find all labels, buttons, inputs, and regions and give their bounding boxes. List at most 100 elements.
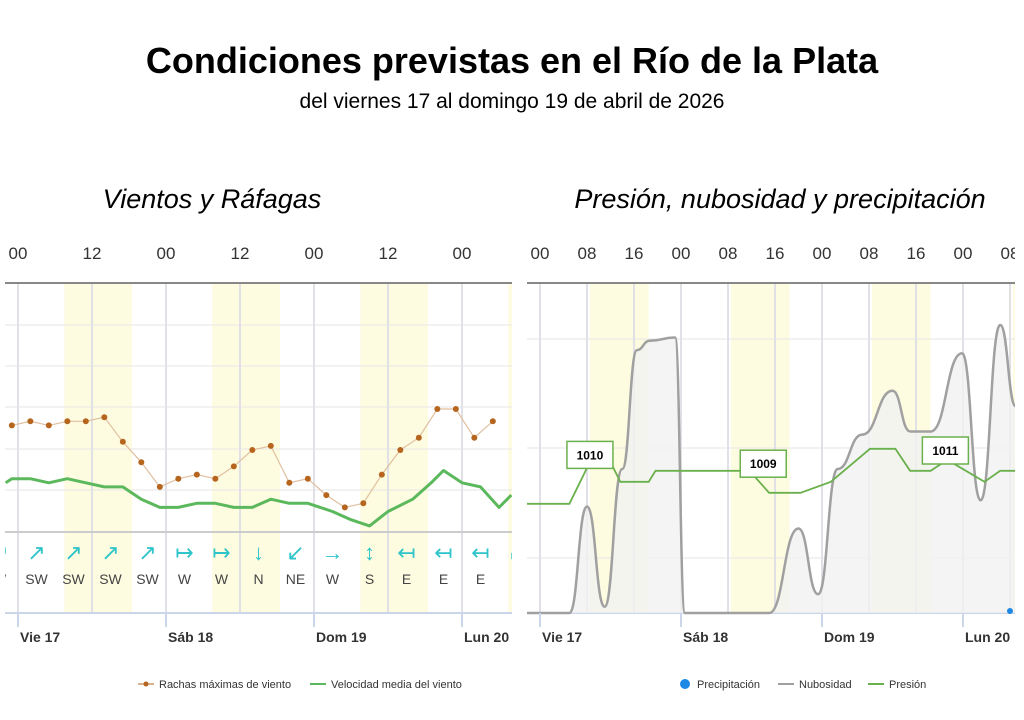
wind-direction-arrow-icon: ↓ <box>253 540 264 565</box>
wind-chart: 00120012001200↗W↗SW↗SW↗SW↗SW↦W↦W↓N↙NE→W↕… <box>0 244 522 614</box>
gust-point <box>175 475 182 482</box>
pressure-label-box <box>566 440 614 470</box>
wind-direction-label: SW <box>62 571 85 587</box>
legend-dot-icon <box>680 679 690 689</box>
day-label: Lun 20 <box>965 629 1010 645</box>
day-label: Sáb 18 <box>683 629 728 645</box>
wind-direction-label: NE <box>286 571 305 587</box>
top-tick-label: 12 <box>231 244 250 263</box>
legend-precipitation: Precipitación <box>680 679 760 691</box>
wind-direction-label: E <box>402 571 411 587</box>
top-tick-label: 16 <box>625 244 644 263</box>
wind-direction-arrow-icon: ↗ <box>138 540 156 565</box>
top-tick-label: 08 <box>1001 244 1020 263</box>
cloud-line <box>527 323 1015 615</box>
top-tick-label: 00 <box>157 244 176 263</box>
legend-dot-icon <box>143 681 149 687</box>
wind-direction-arrow-icon: → <box>322 540 344 565</box>
page-title: Condiciones previstas en el Río de la Pl… <box>145 40 879 81</box>
cloud-area <box>527 325 1015 614</box>
pressure-label-box <box>921 436 970 465</box>
daylight-band <box>508 283 512 613</box>
gust-point <box>101 414 108 421</box>
pressure-label: 1009 <box>750 457 777 471</box>
legend-mean-wind: Velocidad media del viento <box>310 679 462 691</box>
wind-direction-arrow-icon: ↦ <box>212 540 230 565</box>
precipitation-point <box>1007 608 1013 614</box>
wind-direction-label: W <box>215 571 229 587</box>
day-label: Dom 19 <box>316 629 367 645</box>
wind-direction-label: S <box>365 571 374 587</box>
wind-direction-arrow-icon: ↗ <box>0 540 9 565</box>
legends: Rachas máximas de viento Velocidad media … <box>138 679 926 691</box>
gust-point <box>341 504 348 511</box>
pressure-chart-title: Presión, nubosidad y precipitación <box>574 184 986 214</box>
day-label: Sáb 18 <box>168 629 213 645</box>
gust-point <box>452 406 459 412</box>
top-tick-label: 08 <box>578 244 597 263</box>
day-labels: Vie 17 Sáb 18 Dom 19 Lun 20 Vie 17 Sáb 18 Dom … <box>17 613 1010 645</box>
wind-direction-arrow-icon: ↤ <box>434 540 452 565</box>
gust-point <box>489 418 496 425</box>
wind-direction-arrow-icon: ↕ <box>364 540 375 565</box>
gust-point <box>119 438 126 445</box>
wind-direction-arrow-icon: ↗ <box>64 540 82 565</box>
pressure-label: 1010 <box>577 448 604 462</box>
wind-direction-label: E <box>476 571 485 587</box>
legend-label: Velocidad media del viento <box>331 679 462 691</box>
legend-pressure: Presión <box>868 679 926 691</box>
gust-point <box>27 418 34 425</box>
gust-point <box>397 447 404 453</box>
wind-direction-label: N <box>512 571 522 587</box>
wind-direction-label: N <box>253 571 263 587</box>
legend-clouds: Nubosidad <box>778 679 852 691</box>
gust-point <box>138 459 145 466</box>
gust-point <box>230 463 237 470</box>
gust-point <box>304 475 311 482</box>
gust-point <box>193 471 200 478</box>
wind-direction-label: SW <box>136 571 159 587</box>
legend-label: Precipitación <box>697 679 760 691</box>
wind-direction-label: W <box>0 571 7 587</box>
top-tick-label: 16 <box>766 244 785 263</box>
gust-point <box>378 471 385 478</box>
pressure-label: 1011 <box>932 444 958 458</box>
legend-label: Nubosidad <box>799 679 852 691</box>
day-label: Vie 17 <box>542 629 582 645</box>
top-tick-label: 00 <box>672 244 691 263</box>
gust-point <box>267 442 274 449</box>
gust-point <box>434 406 441 412</box>
top-tick-label: 12 <box>379 244 398 263</box>
gust-point <box>212 475 219 482</box>
wind-direction-arrow-icon: ↦ <box>175 540 193 565</box>
top-tick-label: 00 <box>305 244 324 263</box>
wind-direction-arrow-icon: ↗ <box>101 540 119 565</box>
top-tick-label: 00 <box>453 244 472 263</box>
wind-direction-arrow-icon: ↗ <box>27 540 45 565</box>
top-tick-label: 00 <box>954 244 973 263</box>
wind-direction-arrow-icon: ↤ <box>471 540 489 565</box>
legend-label: Presión <box>889 679 926 691</box>
top-tick-label: 08 <box>719 244 738 263</box>
page-subtitle: del viernes 17 al domingo 19 de abril de… <box>299 90 725 113</box>
mean-wind-line <box>5 469 512 528</box>
gust-point <box>82 418 89 425</box>
top-tick-label: 08 <box>860 244 879 263</box>
daylight-band <box>360 283 429 613</box>
legend-gusts: Rachas máximas de viento <box>138 679 291 691</box>
daylight-band <box>64 283 133 613</box>
top-tick-label: 16 <box>907 244 926 263</box>
top-tick-label: 00 <box>813 244 832 263</box>
legend-label: Rachas máximas de viento <box>159 679 291 691</box>
wind-direction-arrow-icon: ↙ <box>286 540 304 565</box>
gust-point <box>156 483 163 490</box>
wind-direction-label: W <box>326 571 340 587</box>
gust-point <box>415 434 422 441</box>
pressure-label-box <box>739 449 787 478</box>
gust-point <box>249 447 256 453</box>
day-label: Lun 20 <box>464 629 509 645</box>
gust-point <box>8 422 15 429</box>
gust-point <box>45 422 52 429</box>
wind-direction-label: E <box>439 571 448 587</box>
